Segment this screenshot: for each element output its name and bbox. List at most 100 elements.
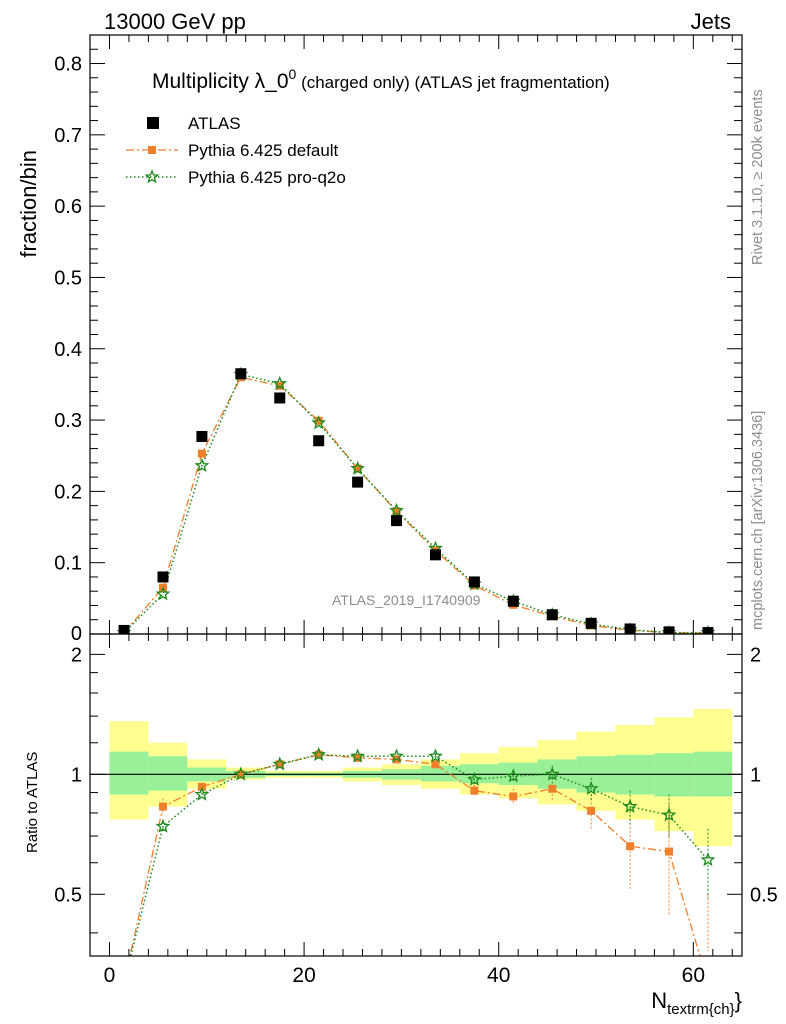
point-atlas — [663, 626, 675, 634]
point-atlas — [624, 623, 636, 634]
point-atlas — [391, 515, 403, 527]
point-pro-q2o — [194, 457, 210, 472]
point-default — [353, 464, 362, 473]
title-rest: (charged only) (ATLAS jet fragmentation) — [296, 73, 609, 92]
ratio-point-default — [509, 792, 518, 801]
ratio-point-pro-q2o — [272, 756, 288, 771]
ratio-point-pro-q2o — [505, 768, 521, 783]
ratio-point-default — [470, 786, 479, 795]
ratio-line-pro-q2o — [129, 753, 709, 956]
mcplots-label: mcplots.cern.ch [arXiv:1306.3436] — [750, 411, 766, 630]
ratio-line-default — [129, 754, 701, 956]
legend-label-default: Pythia 6.425 default — [188, 141, 339, 160]
point-pro-q2o — [155, 586, 171, 601]
point-atlas — [702, 627, 714, 634]
category-label: Jets — [691, 9, 731, 34]
band-inner-bin — [420, 765, 460, 782]
ratio-point-default — [120, 979, 128, 987]
title-sup: 0 — [289, 66, 297, 82]
point-default — [392, 507, 401, 516]
ratio-point-default — [587, 806, 596, 815]
title-main: Multiplicity λ_0 — [152, 70, 289, 93]
point-atlas — [352, 476, 364, 488]
band-inner-bin — [109, 751, 149, 795]
ratio-point-pro-q2o — [428, 748, 443, 763]
ratio-point-default — [236, 770, 245, 779]
ratio-point-pro-q2o — [194, 786, 210, 801]
x-tick-label: 0 — [104, 964, 116, 987]
y-tick-label-zero: 0 — [71, 623, 82, 645]
point-pro-q2o — [389, 502, 404, 517]
point-atlas — [274, 392, 286, 404]
point-atlas — [313, 435, 325, 447]
ratio-tick-label-right: 1 — [750, 764, 761, 786]
ratio-point-default — [314, 750, 323, 759]
band-inner-bin — [148, 756, 188, 791]
point-atlas — [196, 430, 208, 442]
x-axis-label: Ntextrm{ch}} — [651, 988, 742, 1018]
ratio-frame — [89, 633, 743, 957]
y-tick-label: 0.7 — [54, 125, 82, 147]
y-tick-label: 0.5 — [54, 267, 82, 289]
legend-marker-atlas — [147, 117, 159, 129]
ratio-point-default — [353, 753, 362, 762]
ratio-point-default — [275, 760, 284, 769]
point-default — [314, 416, 323, 425]
ratio-point-pro-q2o — [661, 807, 677, 822]
ratio-axis-label: Ratio to ATLAS — [24, 752, 41, 853]
ratio-point-default — [665, 847, 674, 856]
band-inner-bin — [459, 764, 499, 784]
rivet-label: Rivet 3.1.10, ≥ 200k events — [750, 89, 766, 265]
point-pro-q2o — [272, 375, 288, 391]
ratio-point-pro-q2o — [700, 852, 716, 867]
ratio-point-pro-q2o — [233, 766, 249, 781]
energy-label: 13000 GeV pp — [104, 9, 246, 34]
ratio-tick-label-right: 0.5 — [750, 884, 778, 906]
ratio-point-pro-q2o — [155, 818, 171, 833]
x-label-main: N — [651, 988, 667, 1013]
ratio-point-pro-q2o — [389, 748, 404, 763]
ratio-tick-label-left: 2 — [71, 644, 82, 666]
y-tick-label: 0.1 — [54, 553, 82, 575]
x-label-close: } — [735, 988, 742, 1013]
ratio-point-pro-q2o — [583, 780, 599, 796]
x-label-sub: textrm{ch} — [667, 1001, 735, 1018]
ratio-point-default — [431, 760, 440, 769]
legend: ATLAS Pythia 6.425 default Pythia 6.425 … — [126, 114, 346, 187]
point-atlas — [157, 571, 169, 583]
point-default — [197, 449, 206, 458]
ratio-point-pro-q2o — [350, 748, 366, 763]
y-tick-label: 0.2 — [54, 481, 82, 503]
ratio-point-default — [704, 979, 712, 987]
analysis-watermark: ATLAS_2019_I1740909 — [332, 592, 481, 608]
ratio-tick-label-left: 1 — [71, 764, 82, 786]
y-axis-label: fraction/bin — [16, 150, 41, 258]
y-tick-label: 0.6 — [54, 196, 82, 218]
x-tick-label: 60 — [682, 964, 705, 987]
y-tick-label: 0.4 — [54, 339, 82, 361]
x-tick-label: 40 — [487, 964, 510, 987]
point-atlas — [507, 595, 519, 607]
point-pro-q2o — [350, 460, 366, 475]
ratio-panel: 0 20 40 60 0.5 0.5 1 1 2 2 — [54, 633, 778, 987]
legend-marker-default — [148, 146, 156, 154]
ratio-point-pro-q2o — [622, 798, 638, 813]
main-panel: 0.1 0.2 0.3 0.4 0.5 0.6 0.7 0.8 0 — [54, 34, 743, 645]
ratio-point-pro-q2o — [544, 766, 560, 781]
legend-label-pro-q2o: Pythia 6.425 pro-q2o — [188, 168, 346, 187]
point-atlas — [585, 617, 597, 629]
ratio-point-default — [626, 842, 635, 851]
ratio-point-default — [548, 784, 557, 793]
point-atlas — [118, 624, 130, 634]
point-atlas — [429, 549, 441, 561]
point-pro-q2o — [311, 415, 327, 430]
x-tick-label: 20 — [292, 964, 315, 987]
series-line-default — [123, 376, 708, 634]
ratio-tick-label-right: 2 — [750, 644, 761, 666]
ratio-point-default — [158, 802, 167, 811]
ratio-point-pro-q2o — [466, 771, 482, 786]
legend-label-atlas: ATLAS — [188, 114, 241, 133]
y-tick-label: 0.8 — [54, 54, 82, 76]
plot-title: Multiplicity λ_00 (charged only) (ATLAS … — [152, 66, 610, 93]
